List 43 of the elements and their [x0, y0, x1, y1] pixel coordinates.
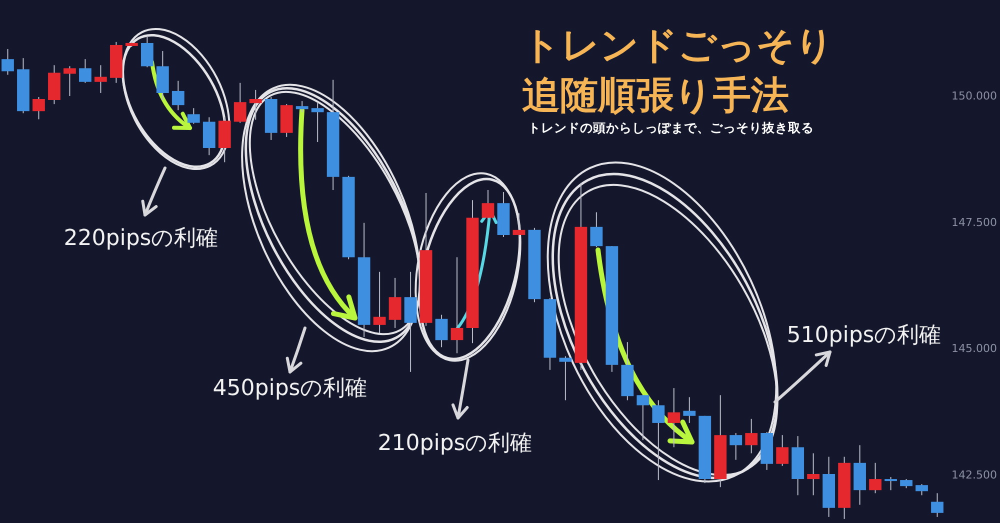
- y-tick-label: 145.000: [952, 342, 997, 356]
- y-tick-label: 150.000: [952, 90, 997, 103]
- candlestick: [884, 476, 897, 491]
- candlestick: [869, 462, 882, 494]
- y-tick-label: 147.500: [952, 216, 997, 229]
- y-tick-label: 142.500: [952, 468, 997, 482]
- candlestick: [311, 102, 324, 142]
- candlestick: [636, 394, 650, 441]
- candlestick: [388, 277, 402, 328]
- candlestick: [590, 212, 603, 248]
- annotation: 220pipsの利確: [64, 226, 218, 251]
- candlestick: [2, 48, 14, 76]
- candlestick: [807, 452, 820, 496]
- candlestick: [79, 58, 92, 84]
- candlestick: [234, 82, 246, 124]
- annotation: 450pipsの利確: [212, 376, 368, 401]
- candlestick: [931, 492, 944, 518]
- candlestick: [512, 212, 526, 238]
- candlestick: [140, 35, 154, 68]
- candlestick: [668, 388, 680, 448]
- candlestick: [64, 66, 76, 97]
- candlestick: [373, 271, 386, 334]
- candlestick: [683, 396, 696, 424]
- candlestick: [776, 434, 789, 466]
- candlestick: [187, 108, 200, 124]
- annotation: 210pipsの利確: [378, 431, 532, 456]
- annotation: 510pipsの利確: [786, 323, 942, 348]
- text: トレンドの頭からしっぽまで、ごっそり抜き取る: [528, 120, 814, 135]
- candlestick: [482, 190, 494, 220]
- candlestick: [435, 314, 448, 348]
- candlestick: [916, 484, 928, 496]
- candlestick: [652, 400, 665, 481]
- candlestick: [745, 418, 758, 454]
- text: トレンドごっそり追随順張り手法: [522, 23, 834, 117]
- candlestick: [32, 96, 45, 120]
- candlestick: [450, 256, 464, 354]
- candlestick: [900, 478, 912, 489]
- candlestick: [296, 100, 308, 113]
- candlestick: [94, 64, 107, 94]
- candlestick: [249, 89, 262, 120]
- candlestick: [730, 432, 742, 460]
- candlestick: [172, 80, 184, 111]
- candlestick: [559, 356, 572, 401]
